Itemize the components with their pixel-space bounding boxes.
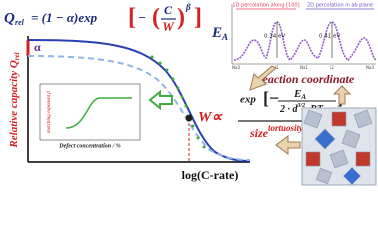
label-1d: 1D percolation along [100] [232, 3, 299, 9]
site: Na3 [366, 65, 374, 70]
point [158, 61, 162, 65]
inset-frame [39, 83, 141, 141]
point [202, 145, 206, 149]
site: Na1 [300, 65, 308, 70]
eq-middle: = (1 − α)exp [31, 10, 98, 25]
w-bracket: [− [263, 88, 279, 108]
w-ea-main: E [293, 88, 301, 100]
w-den-main: 2 · d [279, 104, 299, 115]
eq-numerator: C [164, 3, 173, 17]
polyhedron [331, 111, 347, 127]
alpha-label: α [34, 40, 41, 54]
arrow-energy [249, 65, 277, 91]
eq-paren: ( [152, 5, 160, 31]
green-arrow [148, 89, 173, 111]
site: i2 [330, 65, 334, 70]
polyhedron [329, 149, 349, 169]
barrier-1: 0.34 eV [264, 34, 285, 40]
crystal [301, 107, 377, 186]
w-ea-sub: A [300, 93, 306, 101]
ideal-curve [27, 55, 251, 161]
point [184, 104, 188, 108]
w-size-main: size [249, 126, 269, 140]
energy-y-label: EA [211, 25, 228, 42]
y-label: Relative capacity Qrel [8, 52, 21, 148]
polyhedron [341, 129, 361, 149]
inset-y-label: matching exponent β [47, 91, 52, 133]
barrier-2: 0.41 eV [319, 34, 340, 40]
eq-q-sub: rel [15, 18, 25, 27]
energy-curve [233, 21, 377, 62]
point [180, 95, 184, 99]
site-labels: Na3 i1 Na1 i2 Na3 [232, 65, 374, 70]
data-points [150, 55, 206, 149]
graphic-abstract: Q rel = (1 − α)exp [ − ( C W ) β ] Relat… [4, 2, 377, 186]
w-size: sizetortuosity [249, 123, 304, 140]
energy-y-main: E [211, 25, 222, 41]
polyhedron [353, 109, 373, 129]
point [150, 55, 154, 59]
arrow-crystal [275, 135, 301, 155]
y-label-main: Relative capacity Q [8, 60, 20, 148]
point [191, 124, 195, 128]
x-label: log(C-rate) [182, 168, 239, 182]
eq-bracket: ] [194, 5, 202, 31]
energy-x-label: reaction coordinate [258, 72, 355, 86]
inset-x-label: Defect concentration / % [58, 143, 121, 149]
equation: Q rel = (1 − α)exp [ − ( C W ) β ] [4, 2, 202, 34]
w-den-sup: 3/2 [297, 103, 306, 109]
w-size-sup: tortuosity [268, 123, 304, 133]
arrow-up [332, 85, 352, 105]
point [196, 136, 200, 140]
w-exp: exp [240, 94, 256, 106]
eq-denominator: W [162, 19, 175, 34]
main-plot: Relative capacity Qrel α log(C-rate) mat… [8, 36, 251, 182]
eq-minus: − [138, 10, 146, 25]
w-ea: EA [293, 88, 306, 101]
polyhedron [305, 151, 321, 167]
eq-bracket: [ [128, 5, 136, 31]
w-marker [185, 114, 193, 122]
point [176, 86, 180, 90]
polyhedron [355, 151, 371, 167]
eq-paren: ) [177, 5, 185, 31]
polyhedron [314, 128, 336, 150]
site: Na3 [232, 65, 240, 70]
energy-plot: EA 1D percolation along [100] 2D percola… [211, 3, 377, 86]
y-label-sub: rel [13, 52, 21, 60]
energy-y-sub: A [221, 32, 228, 42]
w-lhs: W∝ [198, 109, 223, 125]
label-2d: 2D percolation in ab plane [307, 3, 373, 9]
inset: matching exponent β Defect concentration… [39, 83, 141, 149]
point [171, 77, 175, 81]
polyhedron [303, 109, 323, 129]
polyhedron [343, 167, 361, 185]
eq-q: Q [4, 10, 15, 26]
polyhedron [315, 167, 333, 185]
inset-curve [65, 97, 132, 129]
eq-exponent: β [185, 2, 191, 12]
point [165, 68, 169, 72]
site: i1 [275, 65, 279, 70]
